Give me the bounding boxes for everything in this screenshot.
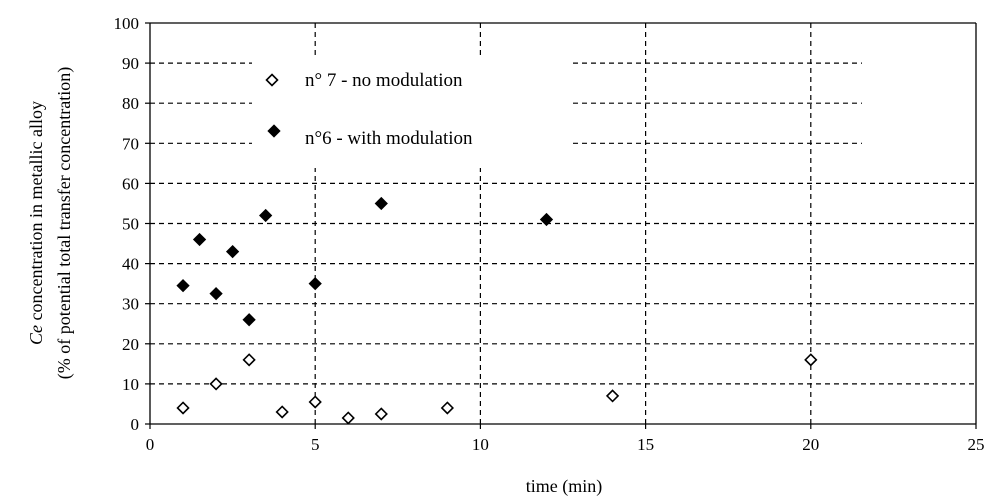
y-axis-title-line2: (% of potential total transfer concentra… bbox=[54, 67, 75, 379]
y-tick-label: 80 bbox=[122, 94, 139, 113]
y-tick-label: 90 bbox=[122, 54, 139, 73]
legend-marker-filled-diamond bbox=[267, 124, 281, 138]
y-axis-ticks: 0 10 20 30 40 50 60 70 80 90 100 bbox=[114, 14, 150, 434]
y-axis-title-rest: concentration in metallic alloy bbox=[26, 101, 46, 325]
y-tick-label: 40 bbox=[122, 255, 139, 274]
y-tick-label: 20 bbox=[122, 335, 139, 354]
y-tick-label: 10 bbox=[122, 375, 139, 394]
data-point-no-modulation bbox=[176, 401, 190, 415]
y-tick-label: 70 bbox=[122, 134, 139, 153]
plot-area bbox=[149, 22, 977, 425]
data-point-with-modulation bbox=[176, 279, 190, 293]
data-point-with-modulation bbox=[225, 244, 240, 259]
x-tick-label: 0 bbox=[146, 435, 155, 454]
data-point-with-modulation bbox=[192, 232, 207, 247]
y-tick-label: 100 bbox=[114, 14, 140, 33]
y-tick-label: 50 bbox=[122, 215, 139, 234]
y-axis-title: Ce concentration in metallic alloy (% of… bbox=[26, 67, 75, 379]
x-tick-label: 15 bbox=[637, 435, 654, 454]
y-tick-label: 60 bbox=[122, 174, 139, 193]
legend-background bbox=[252, 56, 572, 168]
data-point-with-modulation bbox=[308, 277, 322, 291]
y-axis-title-italic: Ce bbox=[26, 325, 46, 345]
data-point-no-modulation bbox=[341, 411, 355, 425]
x-tick-label: 5 bbox=[311, 435, 320, 454]
data-point-with-modulation bbox=[209, 287, 223, 301]
data-point-no-modulation bbox=[275, 405, 289, 419]
legend-background-right bbox=[862, 56, 974, 168]
data-point-no-modulation bbox=[308, 395, 322, 409]
x-tick-label: 20 bbox=[802, 435, 819, 454]
data-point-no-modulation bbox=[242, 353, 256, 367]
x-tick-label: 25 bbox=[968, 435, 985, 454]
data-points bbox=[176, 196, 818, 425]
y-tick-label: 0 bbox=[131, 415, 140, 434]
y-tick-label: 30 bbox=[122, 295, 139, 314]
data-point-with-modulation bbox=[259, 208, 273, 223]
legend-marker-open-diamond bbox=[265, 73, 279, 87]
data-point-no-modulation bbox=[605, 389, 620, 403]
data-point-no-modulation bbox=[440, 401, 454, 415]
data-point-with-modulation bbox=[539, 212, 554, 227]
legend: n° 7 - no modulation n°6 - with modulati… bbox=[252, 56, 974, 168]
legend-label-with-modulation: n°6 - with modulation bbox=[305, 128, 473, 149]
data-point-with-modulation bbox=[242, 313, 256, 327]
x-axis-ticks: 0 5 10 15 20 25 bbox=[146, 424, 985, 454]
data-point-with-modulation bbox=[374, 196, 388, 211]
x-axis-title: time (min) bbox=[526, 476, 602, 497]
data-point-no-modulation bbox=[804, 353, 818, 367]
data-point-no-modulation bbox=[374, 407, 388, 421]
svg-text:Ce concentration in metallic a: Ce concentration in metallic alloy bbox=[26, 101, 46, 345]
data-point-no-modulation bbox=[209, 377, 223, 391]
x-tick-label: 10 bbox=[472, 435, 489, 454]
legend-label-no-modulation: n° 7 - no modulation bbox=[305, 70, 463, 91]
